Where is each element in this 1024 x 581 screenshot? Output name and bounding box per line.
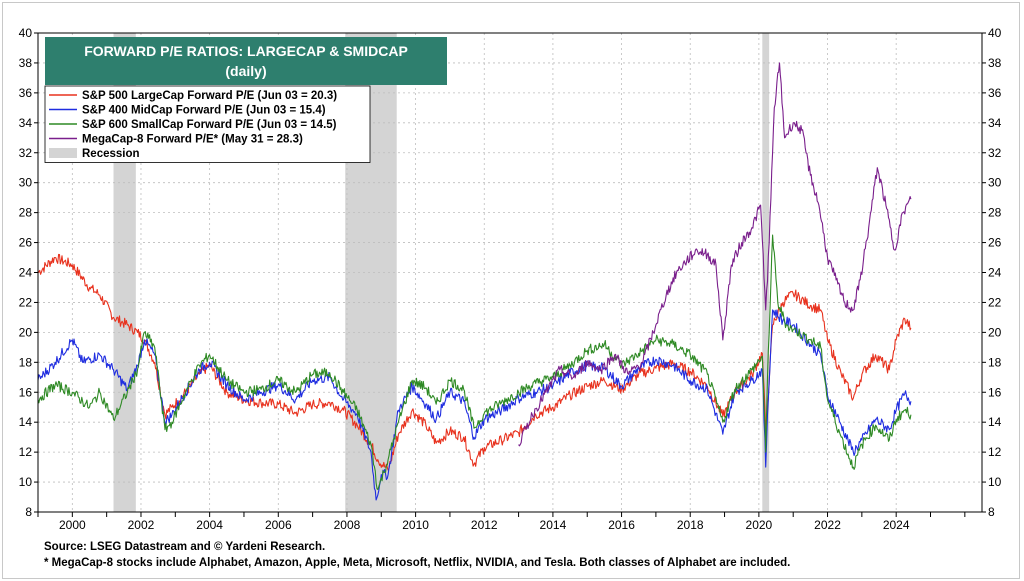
megacap-footnote: * MegaCap-8 stocks include Alphabet, Ama… (44, 557, 791, 569)
x-tick-label: 2024 (883, 518, 910, 532)
x-tick-label: 2010 (402, 518, 429, 532)
series-line-1 (37, 309, 912, 501)
y-tick-label-left: 26 (19, 236, 33, 250)
chart-title-box: FORWARD P/E RATIOS: LARGECAP & SMIDCAP (d… (45, 37, 447, 85)
y-tick-label-left: 22 (19, 295, 33, 309)
y-tick-label-left: 18 (19, 355, 33, 369)
y-tick-label-right: 16 (988, 385, 1002, 399)
y-tick-label-left: 16 (19, 385, 33, 399)
title-background (45, 37, 447, 85)
y-tick-label-right: 8 (988, 505, 995, 519)
recession-band-2 (762, 33, 770, 512)
series-line-3 (518, 62, 912, 447)
y-tick-label-left: 14 (19, 415, 33, 429)
chart-subtitle: (daily) (225, 63, 266, 79)
y-tick-label-right: 28 (988, 206, 1002, 220)
y-tick-label-left: 30 (19, 176, 33, 190)
y-tick-label-left: 28 (19, 206, 33, 220)
series-line-2 (37, 234, 912, 491)
x-tick-label: 2014 (540, 518, 567, 532)
y-tick-label-left: 38 (19, 56, 33, 70)
legend-label-3: MegaCap-8 Forward P/E* (May 31 = 28.3) (82, 134, 303, 146)
x-tick-label: 2012 (471, 518, 498, 532)
chart-legend: S&P 500 LargeCap Forward P/E (Jun 03 = 2… (44, 85, 371, 163)
x-tick-label: 2020 (746, 518, 773, 532)
legend-label-4: Recession (82, 148, 140, 160)
y-tick-label-right: 40 (988, 26, 1002, 40)
chart-gridlines (38, 32, 982, 513)
y-tick-label-left: 34 (19, 116, 33, 130)
y-tick-label-right: 30 (988, 176, 1002, 190)
y-tick-label-right: 32 (988, 146, 1002, 160)
y-tick-label-right: 24 (988, 266, 1002, 280)
y-tick-label-left: 20 (19, 325, 33, 339)
x-tick-label: 2022 (814, 518, 841, 532)
y-tick-label-right: 38 (988, 56, 1002, 70)
source-note: Source: LSEG Datastream and © Yardeni Re… (44, 541, 326, 553)
x-tick-label: 2006 (265, 518, 292, 532)
y-tick-label-right: 34 (988, 116, 1002, 130)
chart-series (37, 62, 912, 501)
x-tick-label: 2000 (59, 518, 86, 532)
legend-box (44, 85, 371, 163)
y-tick-label-left: 36 (19, 86, 33, 100)
y-tick-label-left: 10 (19, 475, 33, 489)
y-tick-label-right: 22 (988, 295, 1002, 309)
y-tick-label-left: 40 (19, 26, 33, 40)
y-tick-label-right: 20 (988, 325, 1002, 339)
y-tick-label-left: 12 (19, 445, 33, 459)
x-tick-label: 2004 (196, 518, 223, 532)
x-tick-label: 2016 (608, 518, 635, 532)
x-tick-label: 2018 (677, 518, 704, 532)
y-tick-label-left: 24 (19, 266, 33, 280)
y-tick-label-left: 32 (19, 146, 33, 160)
chart-title: FORWARD P/E RATIOS: LARGECAP & SMIDCAP (84, 43, 408, 59)
y-tick-label-right: 18 (988, 355, 1002, 369)
y-tick-label-right: 12 (988, 445, 1002, 459)
legend-label-0: S&P 500 LargeCap Forward P/E (Jun 03 = 2… (82, 90, 337, 102)
legend-swatch-recession (49, 148, 77, 158)
y-tick-label-right: 36 (988, 86, 1002, 100)
y-tick-label-right: 26 (988, 236, 1002, 250)
y-tick-label-left: 8 (25, 505, 32, 519)
y-tick-label-right: 14 (988, 415, 1002, 429)
y-tick-label-right: 10 (988, 475, 1002, 489)
x-tick-label: 2002 (128, 518, 155, 532)
legend-label-2: S&P 600 SmallCap Forward P/E (Jun 03 = 1… (82, 119, 337, 131)
legend-label-1: S&P 400 MidCap Forward P/E (Jun 03 = 15.… (82, 105, 326, 117)
x-tick-label: 2008 (334, 518, 361, 532)
